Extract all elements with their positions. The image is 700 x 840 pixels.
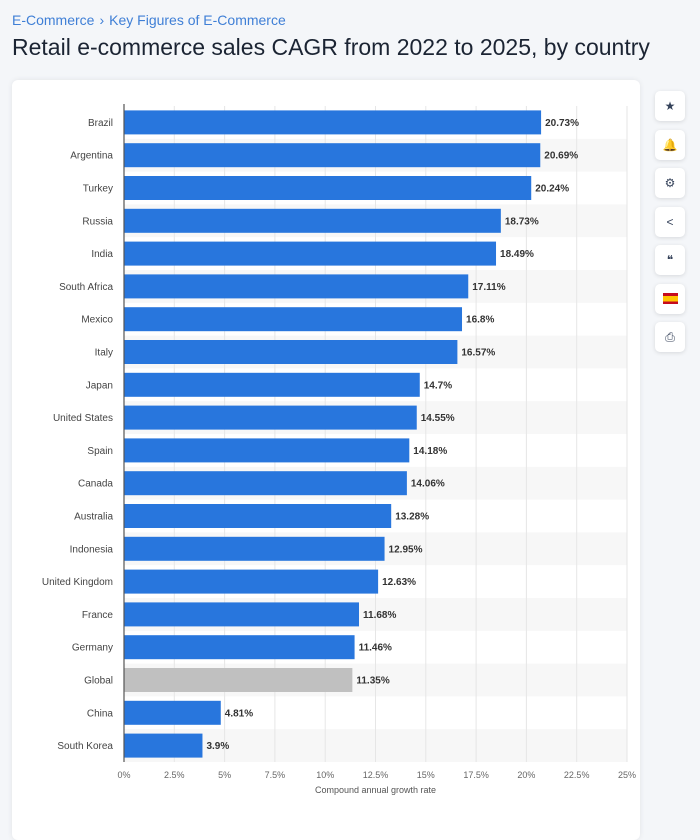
bar-chart: 0% 2.5% 5% 7.5% 10% 12.5% 15% 17.5% 20% 22.5% 25% B…: [42, 104, 636, 795]
bar-japan: [124, 372, 420, 397]
x-tick-label: 7.5%: [265, 770, 286, 780]
x-tick-label: 22.5%: [564, 770, 590, 780]
data-label: 18.49%: [500, 249, 534, 260]
spain-flag-icon: [662, 293, 678, 304]
bar-france: [124, 602, 360, 627]
category-label: South Korea: [57, 741, 113, 752]
x-tick-label: 17.5%: [463, 770, 489, 780]
breadcrumb-separator: ›: [99, 12, 105, 28]
x-tick-label: 2.5%: [164, 770, 185, 780]
bar-turkey: [124, 176, 532, 200]
bar-china: [124, 700, 221, 725]
breadcrumb-link-ecommerce[interactable]: E-Commerce: [12, 12, 95, 28]
quote-icon: ❝: [666, 253, 674, 267]
breadcrumb: E-Commerce › Key Figures of E-Commerce: [12, 12, 286, 28]
x-tick-label: 20%: [517, 770, 535, 780]
data-label: 16.8%: [466, 315, 494, 326]
data-label: 14.18%: [413, 446, 447, 457]
bar-spain: [124, 438, 410, 463]
category-label: South Africa: [59, 282, 113, 293]
page-title: Retail e-commerce sales CAGR from 2022 t…: [12, 34, 650, 60]
bar-argentina: [124, 143, 541, 168]
category-label: Australia: [74, 512, 113, 523]
share-icon: <: [666, 214, 674, 229]
data-label: 20.24%: [535, 184, 569, 195]
print-button[interactable]: ⎙: [655, 322, 685, 352]
x-tick-label: 5%: [218, 770, 231, 780]
data-label: 11.68%: [363, 610, 396, 621]
category-label: Brazil: [88, 118, 113, 129]
data-label: 11.46%: [359, 643, 392, 654]
category-label: United States: [53, 413, 113, 424]
star-icon: ★: [664, 99, 676, 113]
sidebar-tools: ★ 🔔 ⚙ < ❝ ⎙: [655, 91, 685, 361]
x-tick-label: 0%: [117, 770, 130, 780]
data-label: 14.7%: [424, 380, 452, 391]
bar-italy: [124, 340, 458, 364]
quote-button[interactable]: ❝: [655, 245, 685, 275]
bar-canada: [124, 471, 407, 496]
category-label: Global: [84, 676, 113, 687]
spain-flag-button[interactable]: [655, 283, 685, 314]
bar-mexico: [124, 307, 463, 332]
category-label: Canada: [78, 479, 113, 490]
bar-russia: [124, 208, 501, 233]
print-icon: ⎙: [665, 329, 675, 344]
bell-icon: 🔔: [662, 137, 678, 152]
category-label: Russia: [82, 216, 113, 227]
category-label: Mexico: [81, 315, 113, 326]
data-label: 17.11%: [472, 282, 505, 293]
x-axis-title: Compound annual growth rate: [315, 785, 436, 795]
bell-button[interactable]: 🔔: [655, 129, 685, 160]
x-tick-label: 15%: [417, 770, 435, 780]
star-button[interactable]: ★: [655, 91, 685, 121]
bar-germany: [124, 635, 355, 660]
bar-global: [124, 668, 353, 692]
category-label: France: [82, 610, 114, 621]
category-label: United Kingdom: [42, 577, 113, 588]
breadcrumb-link-key-figures[interactable]: Key Figures of E-Commerce: [109, 12, 286, 28]
share-button[interactable]: <: [655, 206, 685, 237]
x-tick-label: 10%: [316, 770, 334, 780]
bar-indonesia: [124, 536, 385, 561]
category-label: Turkey: [83, 184, 113, 195]
gear-button[interactable]: ⚙: [655, 168, 685, 198]
data-label: 20.69%: [544, 151, 578, 162]
data-label: 12.63%: [382, 577, 416, 588]
data-label: 18.73%: [505, 216, 539, 227]
bar-united-kingdom: [124, 569, 379, 594]
bar-united-states: [124, 405, 417, 430]
data-label: 3.9%: [206, 741, 229, 752]
category-label: Indonesia: [70, 544, 114, 555]
bar-south-korea: [124, 733, 203, 758]
category-label: Germany: [72, 643, 113, 654]
category-label: Italy: [95, 348, 113, 359]
bar-australia: [124, 504, 392, 528]
gear-icon: ⚙: [664, 176, 676, 190]
category-label: China: [87, 708, 114, 719]
bar-brazil: [124, 110, 542, 135]
data-label: 13.28%: [395, 512, 429, 523]
data-label: 11.35%: [356, 676, 389, 687]
bar-south-africa: [124, 274, 469, 299]
category-label: Spain: [87, 446, 113, 457]
data-label: 16.57%: [461, 348, 495, 359]
data-label: 4.81%: [225, 708, 253, 719]
data-label: 12.95%: [389, 544, 423, 555]
data-label: 14.55%: [421, 413, 455, 424]
data-label: 14.06%: [411, 479, 445, 490]
x-tick-label: 25%: [618, 770, 636, 780]
data-label: 20.73%: [545, 118, 579, 129]
category-label: Japan: [86, 380, 113, 391]
bar-india: [124, 241, 497, 266]
category-label: Argentina: [70, 151, 113, 162]
x-tick-label: 12.5%: [363, 770, 389, 780]
category-label: India: [91, 249, 113, 260]
